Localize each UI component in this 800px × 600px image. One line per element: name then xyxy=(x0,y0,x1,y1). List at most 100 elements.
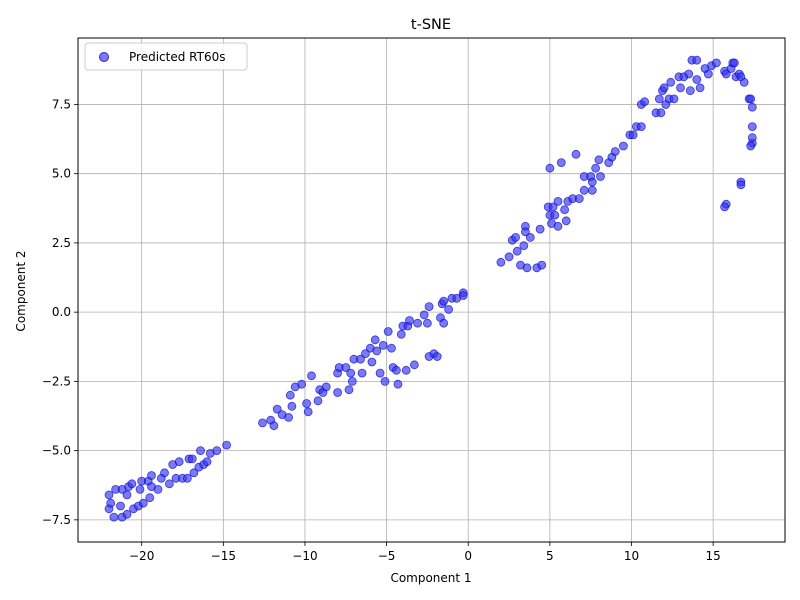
data-point xyxy=(458,291,468,300)
data-point xyxy=(721,69,731,79)
legend-marker xyxy=(99,52,109,62)
legend-box xyxy=(84,42,248,71)
data-point xyxy=(537,260,547,270)
data-point xyxy=(669,94,679,104)
data-point xyxy=(202,457,212,467)
data-point xyxy=(189,468,199,478)
data-point xyxy=(712,58,721,68)
data-point xyxy=(187,454,197,464)
data-point xyxy=(106,498,116,508)
y-tick-label: 5.0 xyxy=(52,167,71,181)
data-point xyxy=(556,158,566,168)
data-point xyxy=(341,363,351,372)
x-tick-label: 15 xyxy=(706,549,721,563)
y-axis-ticks: −7.5 −5.0 −2.5 0.0 2.5 5.0 7.5 xyxy=(42,97,78,527)
data-points xyxy=(104,55,757,522)
data-point xyxy=(333,388,343,397)
grid-lines xyxy=(78,38,785,542)
data-point xyxy=(525,232,535,242)
y-tick-label: 2.5 xyxy=(52,236,71,250)
data-point xyxy=(739,77,749,87)
data-point xyxy=(122,490,132,500)
y-tick-label: −5.0 xyxy=(42,444,71,458)
data-point xyxy=(344,385,354,395)
data-point xyxy=(512,246,522,256)
data-point xyxy=(182,473,192,483)
x-tick-label: −20 xyxy=(129,549,154,563)
data-point xyxy=(587,177,597,187)
data-point xyxy=(287,401,297,411)
data-point xyxy=(396,329,406,339)
data-point xyxy=(703,69,713,79)
data-point xyxy=(439,318,449,328)
data-point xyxy=(579,185,589,195)
data-point xyxy=(269,421,279,431)
data-point xyxy=(747,133,757,143)
data-point xyxy=(695,83,705,93)
data-point xyxy=(212,446,222,456)
y-tick-label: 0.0 xyxy=(52,305,71,319)
data-point xyxy=(387,343,396,353)
data-point xyxy=(521,227,530,237)
legend: Predicted RT60s xyxy=(84,42,248,71)
data-point xyxy=(409,360,419,370)
y-tick-label: −2.5 xyxy=(42,374,71,388)
data-point xyxy=(346,368,356,378)
data-point xyxy=(561,216,571,226)
data-point xyxy=(619,141,628,151)
data-point xyxy=(535,224,545,234)
data-point xyxy=(747,122,757,131)
data-point xyxy=(272,404,282,414)
data-point xyxy=(147,471,156,480)
data-point xyxy=(553,196,563,206)
data-point xyxy=(587,185,597,195)
x-tick-label: 10 xyxy=(624,549,639,563)
data-point xyxy=(321,382,331,392)
data-point xyxy=(258,418,267,428)
y-tick-label: −7.5 xyxy=(42,513,71,527)
legend-label: Predicted RT60s xyxy=(129,50,225,64)
data-point xyxy=(360,349,370,359)
data-point xyxy=(135,484,145,494)
data-point xyxy=(174,457,184,467)
data-point xyxy=(519,241,529,251)
data-point xyxy=(164,479,174,489)
data-point xyxy=(545,163,555,173)
data-point xyxy=(746,94,756,104)
y-tick-label: 7.5 xyxy=(52,97,71,111)
data-point xyxy=(127,479,137,489)
x-tick-label: 0 xyxy=(464,549,472,563)
data-point xyxy=(574,194,584,204)
data-point xyxy=(439,296,449,306)
data-point xyxy=(357,368,367,378)
data-point xyxy=(656,108,666,118)
data-point xyxy=(736,180,746,190)
data-point xyxy=(222,440,232,450)
data-point xyxy=(444,304,454,314)
data-point xyxy=(504,252,514,262)
data-point xyxy=(511,232,520,242)
data-point xyxy=(307,371,316,381)
data-point xyxy=(372,346,382,356)
data-point xyxy=(196,446,205,456)
data-point xyxy=(370,335,380,345)
data-point xyxy=(313,396,323,406)
data-point xyxy=(367,357,377,367)
data-point xyxy=(424,302,434,312)
data-point xyxy=(746,141,756,151)
data-point xyxy=(109,512,119,522)
data-point xyxy=(692,55,702,65)
data-point xyxy=(401,365,411,375)
data-point xyxy=(548,202,558,212)
data-point xyxy=(138,498,148,508)
data-point xyxy=(303,407,313,417)
x-tick-label: −10 xyxy=(292,549,317,563)
data-point xyxy=(720,202,729,212)
data-point xyxy=(393,379,403,389)
data-point xyxy=(432,352,442,361)
x-tick-label: −15 xyxy=(211,549,236,563)
data-point xyxy=(666,77,676,87)
data-point xyxy=(160,468,169,478)
data-point xyxy=(571,149,581,159)
data-point xyxy=(636,122,646,131)
